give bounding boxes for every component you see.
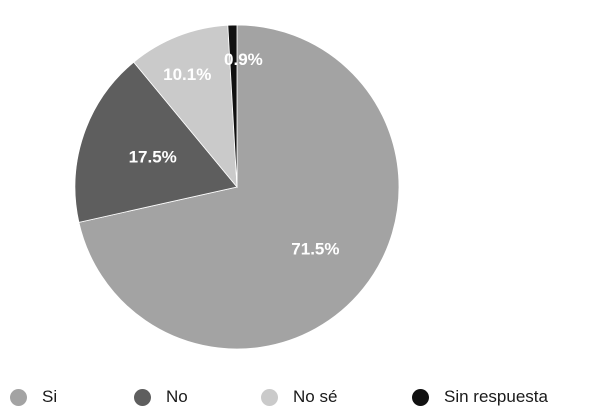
pie-slice-no <box>74 61 238 223</box>
pie-slices <box>74 24 400 350</box>
legend-label-si: Si <box>42 387 58 406</box>
legend-item-no-se: No sé <box>261 382 337 412</box>
legend-item-no: No <box>134 382 188 412</box>
pie-label-no-se: 10.1% <box>163 65 211 84</box>
legend-label-no-se: No sé <box>293 387 338 406</box>
legend-swatch-si <box>10 388 27 406</box>
legend-item-si: Si <box>10 382 57 412</box>
legend-item-sin-respuesta: Sin respuesta <box>412 382 548 412</box>
pie-label-no: 17.5% <box>129 148 177 167</box>
pie-slice-labels: 71.5% 17.5% 10.1% 0.9% <box>129 50 340 258</box>
legend-swatch-sin-respuesta <box>412 388 429 406</box>
legend-swatch-no <box>134 388 151 406</box>
legend-swatch-no-se <box>261 388 278 406</box>
legend-label-sin-respuesta: Sin respuesta <box>444 387 548 406</box>
legend-label-no: No <box>166 387 188 406</box>
legend: Si No No sé Sin respuesta <box>0 382 605 412</box>
pie-slice-sin-respuesta <box>227 24 238 188</box>
pie-label-si: 71.5% <box>291 239 339 258</box>
pie-slice-no-se <box>133 24 238 189</box>
pie-label-sin-respuesta: 0.9% <box>224 50 263 69</box>
pie-slice-si <box>78 24 400 350</box>
